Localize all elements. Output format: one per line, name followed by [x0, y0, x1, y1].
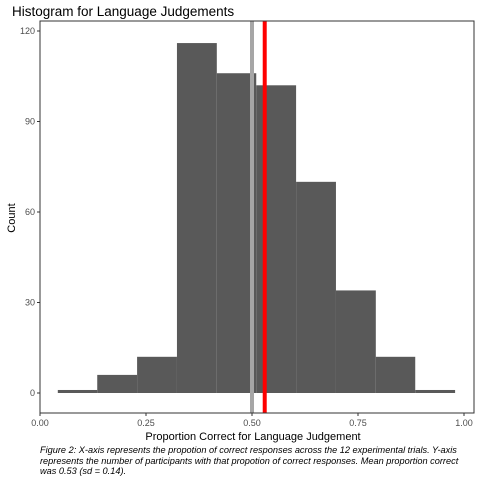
- x-tick-label-4: 1.00: [455, 418, 473, 428]
- x-tick-label-2: 0.50: [243, 418, 261, 428]
- histogram-bar-2: [137, 356, 177, 393]
- histogram-bar-3: [176, 43, 217, 394]
- histogram-bar-4: [216, 73, 257, 393]
- histogram-bars: [57, 43, 456, 394]
- y-tick-label-4: 120: [20, 26, 35, 36]
- histogram-bar-7: [335, 290, 376, 393]
- chart-title: Histogram for Language Judgements: [12, 4, 235, 19]
- x-tick-label-0: 0.00: [31, 418, 49, 428]
- histogram-bar-1: [97, 374, 138, 393]
- x-axis-label: Proportion Correct for Language Judgemen…: [145, 431, 360, 443]
- reference-lines: [250, 21, 267, 413]
- histogram-bar-5: [256, 85, 297, 394]
- y-tick-label-3: 90: [25, 117, 35, 127]
- y-axis-label: Count: [6, 203, 18, 232]
- y-tick-label-2: 60: [25, 207, 35, 217]
- x-tick-label-3: 0.75: [349, 418, 367, 428]
- y-axis-ticks: 0 30 60 90 120: [20, 26, 40, 398]
- histogram-bar-8: [375, 356, 416, 393]
- y-tick-label-1: 30: [25, 298, 35, 308]
- plot-panel-border: [39, 20, 475, 414]
- y-tick-label-0: 0: [30, 388, 35, 398]
- x-tick-label-1: 0.25: [137, 418, 155, 428]
- histogram-bar-9: [415, 389, 456, 393]
- histogram-bar-6: [296, 181, 336, 393]
- histogram-bar-0: [57, 389, 98, 393]
- x-axis-ticks: 0.00 0.25 0.50 0.75 1.00: [31, 413, 473, 428]
- figure-caption: Figure 2: X-axis represents the propotio…: [40, 445, 459, 476]
